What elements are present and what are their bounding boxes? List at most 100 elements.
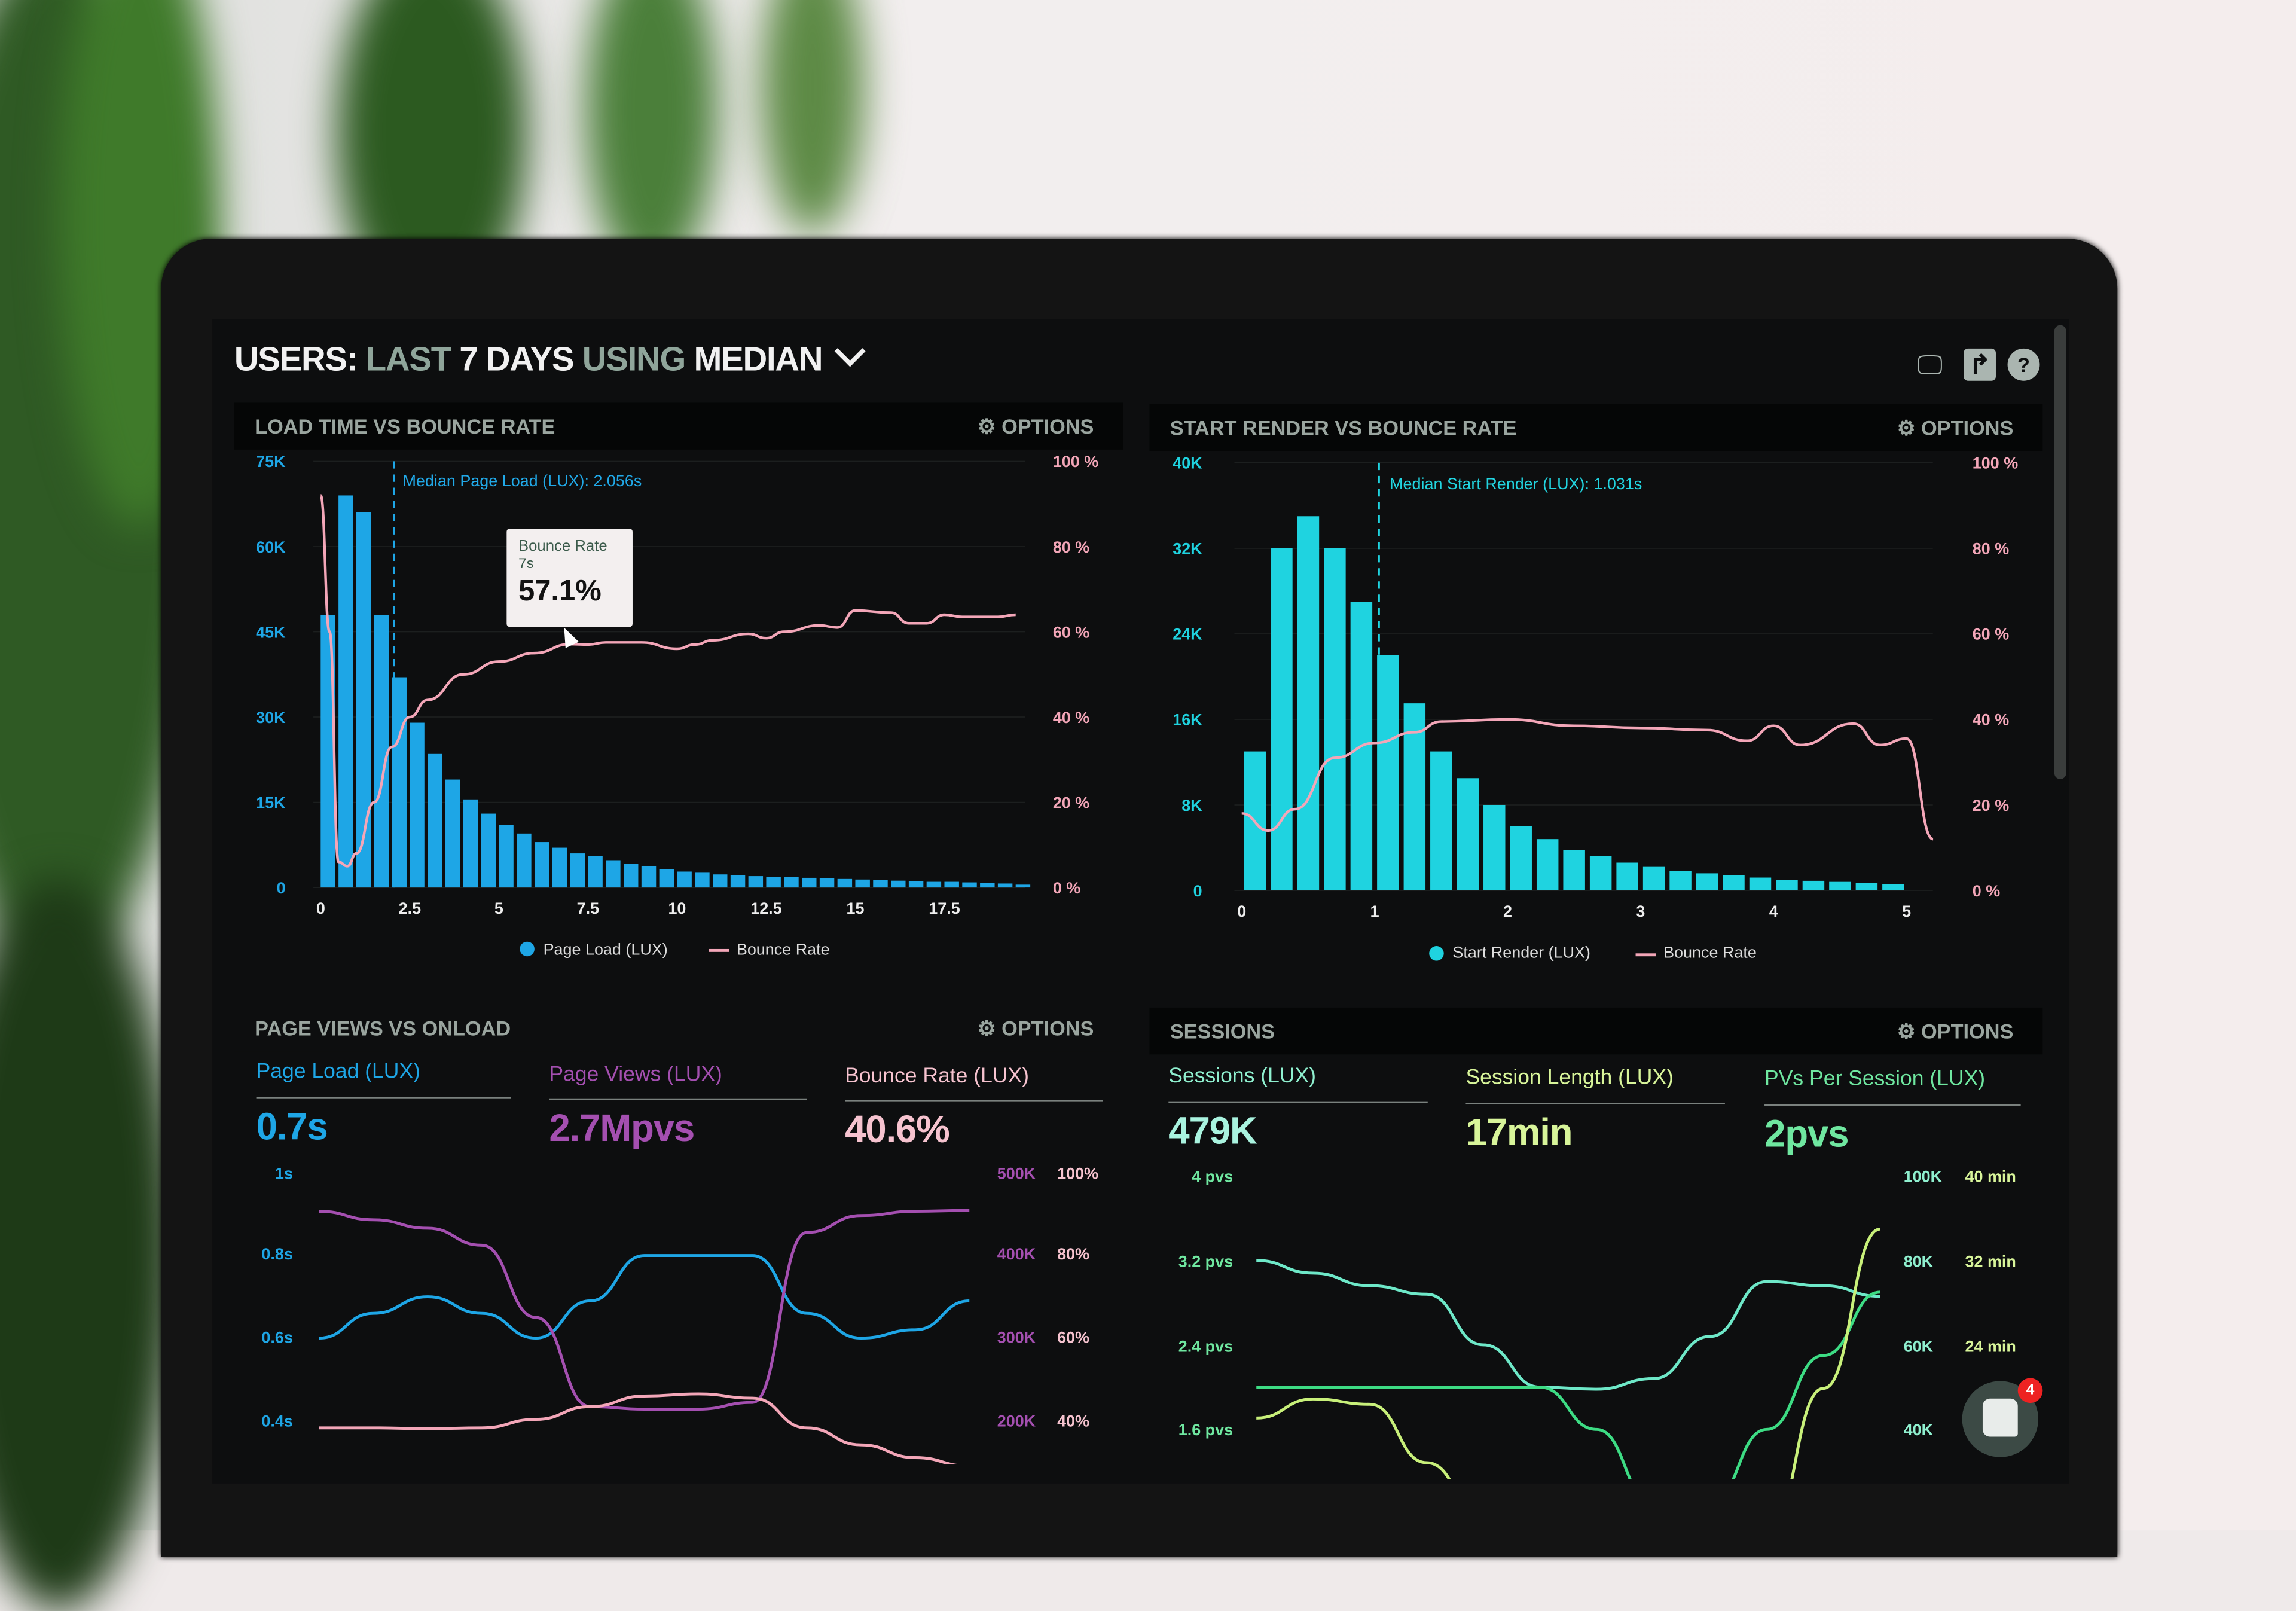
- histogram-bar: [819, 878, 835, 888]
- y-tick-label: 0.4s: [261, 1412, 292, 1430]
- y-right-tick-label: 60K: [1904, 1337, 1934, 1355]
- tooltip-label: Bounce Rate: [518, 537, 607, 556]
- legend-dot-icon: [1429, 946, 1444, 961]
- histogram-bar: [624, 864, 639, 888]
- histogram-bar: [802, 877, 817, 888]
- dashboard-screen: USERS: LAST 7 DAYS USING MEDIAN 🖵 ↱ ? LO…: [212, 319, 2069, 1484]
- histogram-bar: [445, 779, 460, 888]
- y-right-tick-label: 60 %: [1973, 626, 2009, 643]
- histogram-bar: [463, 799, 478, 888]
- histogram-bar: [1882, 884, 1904, 890]
- stat-label-page-load: Page Load (LUX): [256, 1060, 420, 1084]
- options-button[interactable]: ⚙ OPTIONS: [977, 1016, 1094, 1040]
- chart-load_time: [313, 460, 1031, 888]
- legend-line[interactable]: Bounce Rate: [736, 941, 830, 960]
- histogram-bar: [1510, 826, 1532, 890]
- y-right-tick-label: 40%: [1057, 1412, 1089, 1430]
- histogram-bar: [926, 881, 942, 888]
- divider: [549, 1098, 807, 1100]
- x-tick-label: 12.5: [750, 899, 781, 917]
- histogram-bar: [1749, 877, 1772, 890]
- histogram-bar: [1616, 862, 1638, 890]
- y-right-tick-label: 400K: [997, 1245, 1036, 1263]
- histogram-bar: [1669, 871, 1692, 890]
- x-tick-label: 3: [1636, 902, 1645, 920]
- y-right-tick-label: 24 min: [1965, 1337, 2016, 1355]
- panel-header-sessions: SESSIONS ⚙ OPTIONS: [1149, 1007, 2043, 1055]
- chart-start_render: [1234, 462, 1934, 891]
- histogram-bar: [410, 722, 425, 888]
- options-button[interactable]: ⚙ OPTIONS: [1897, 1019, 2014, 1043]
- y-right-tick-label: 100K: [1904, 1167, 1943, 1185]
- legend-bar[interactable]: Start Render (LUX): [1452, 944, 1590, 962]
- options-button[interactable]: ⚙ OPTIONS: [1897, 416, 2014, 440]
- histogram-bar: [908, 881, 924, 888]
- histogram-bar: [1696, 873, 1718, 890]
- x-tick-label: 17.5: [929, 899, 960, 917]
- histogram-bar: [1271, 548, 1293, 890]
- legend-line[interactable]: Bounce Rate: [1663, 944, 1757, 962]
- y-right-tick-label: 20 %: [1053, 794, 1089, 811]
- histogram-bar: [1723, 875, 1745, 890]
- y-tick-label: 15K: [256, 794, 286, 811]
- series-line: [1256, 1259, 1880, 1391]
- histogram-bar: [1829, 881, 1851, 890]
- y-tick-label: 2.4 pvs: [1178, 1337, 1233, 1355]
- histogram-bar: [1297, 516, 1320, 890]
- median-label: Median Start Render (LUX): 1.031s: [1390, 475, 1642, 494]
- y-tick-label: 40K: [1173, 454, 1202, 472]
- x-tick-label: 10: [668, 899, 686, 917]
- x-tick-label: 5: [1902, 902, 1911, 920]
- y-right-tick-label: 60 %: [1053, 623, 1089, 641]
- y-right-tick-label: 100 %: [1973, 454, 2018, 472]
- histogram-bar: [1324, 548, 1346, 890]
- page-title[interactable]: USERS: LAST 7 DAYS USING MEDIAN: [234, 335, 866, 379]
- stat-label-session-length: Session Length (LUX): [1465, 1066, 1674, 1090]
- histogram-bar: [534, 842, 549, 888]
- x-tick-label: 15: [846, 899, 864, 917]
- legend-dot-icon: [520, 941, 535, 957]
- options-label: OPTIONS: [1002, 1016, 1094, 1040]
- series-line: [319, 1209, 970, 1411]
- help-icon[interactable]: ?: [2007, 348, 2040, 381]
- histogram-bar: [748, 876, 764, 888]
- series-line: [1256, 1227, 1881, 1479]
- options-button[interactable]: ⚙ OPTIONS: [977, 414, 1094, 438]
- histogram-bar: [606, 860, 621, 888]
- y-right-tick-label: 40 min: [1965, 1167, 2016, 1185]
- histogram-bar: [1403, 703, 1426, 890]
- panel-header-page-views: PAGE VIEWS VS ONLOAD ⚙ OPTIONS: [234, 1005, 1123, 1052]
- histogram-bar: [891, 880, 906, 888]
- y-tick-label: 75K: [256, 453, 286, 471]
- x-tick-label: 1: [1370, 902, 1379, 920]
- legend-bar[interactable]: Page Load (LUX): [543, 941, 668, 960]
- stat-value-bounce-rate: 40.6%: [845, 1107, 950, 1151]
- share-icon[interactable]: ↱: [1964, 348, 1996, 381]
- histogram-bar: [588, 856, 603, 888]
- histogram-bar: [873, 880, 888, 888]
- panel-title: START RENDER VS BOUNCE RATE: [1170, 416, 1517, 440]
- desktop-icon[interactable]: 🖵: [1917, 350, 1943, 380]
- chart-sessions: [1256, 1227, 1881, 1479]
- histogram-bar: [1802, 880, 1825, 890]
- y-tick-label: 1s: [275, 1164, 293, 1182]
- y-tick-label: 0: [277, 879, 286, 897]
- legend-line-icon: [1635, 953, 1656, 957]
- y-tick-label: 0.8s: [261, 1245, 292, 1263]
- histogram-bar: [1776, 880, 1798, 890]
- histogram-bar: [855, 879, 870, 888]
- legend-line-icon: [709, 948, 729, 952]
- y-right-tick-label: 0 %: [1053, 879, 1080, 897]
- x-tick-label: 7.5: [577, 899, 599, 917]
- stat-value-sessions: 479K: [1168, 1108, 1257, 1153]
- chat-icon: [1982, 1398, 2018, 1437]
- histogram-bar: [1015, 884, 1031, 888]
- scrollbar[interactable]: [2054, 325, 2066, 779]
- histogram-bar: [374, 614, 389, 888]
- divider: [1168, 1101, 1428, 1103]
- stat-value-page-views: 2.7Mpvs: [549, 1105, 695, 1150]
- y-right-tick-label: 40 %: [1053, 709, 1089, 727]
- panel-header-start-render: START RENDER VS BOUNCE RATE ⚙ OPTIONS: [1149, 404, 2043, 451]
- panel-title: SESSIONS: [1170, 1019, 1275, 1043]
- divider: [845, 1100, 1103, 1102]
